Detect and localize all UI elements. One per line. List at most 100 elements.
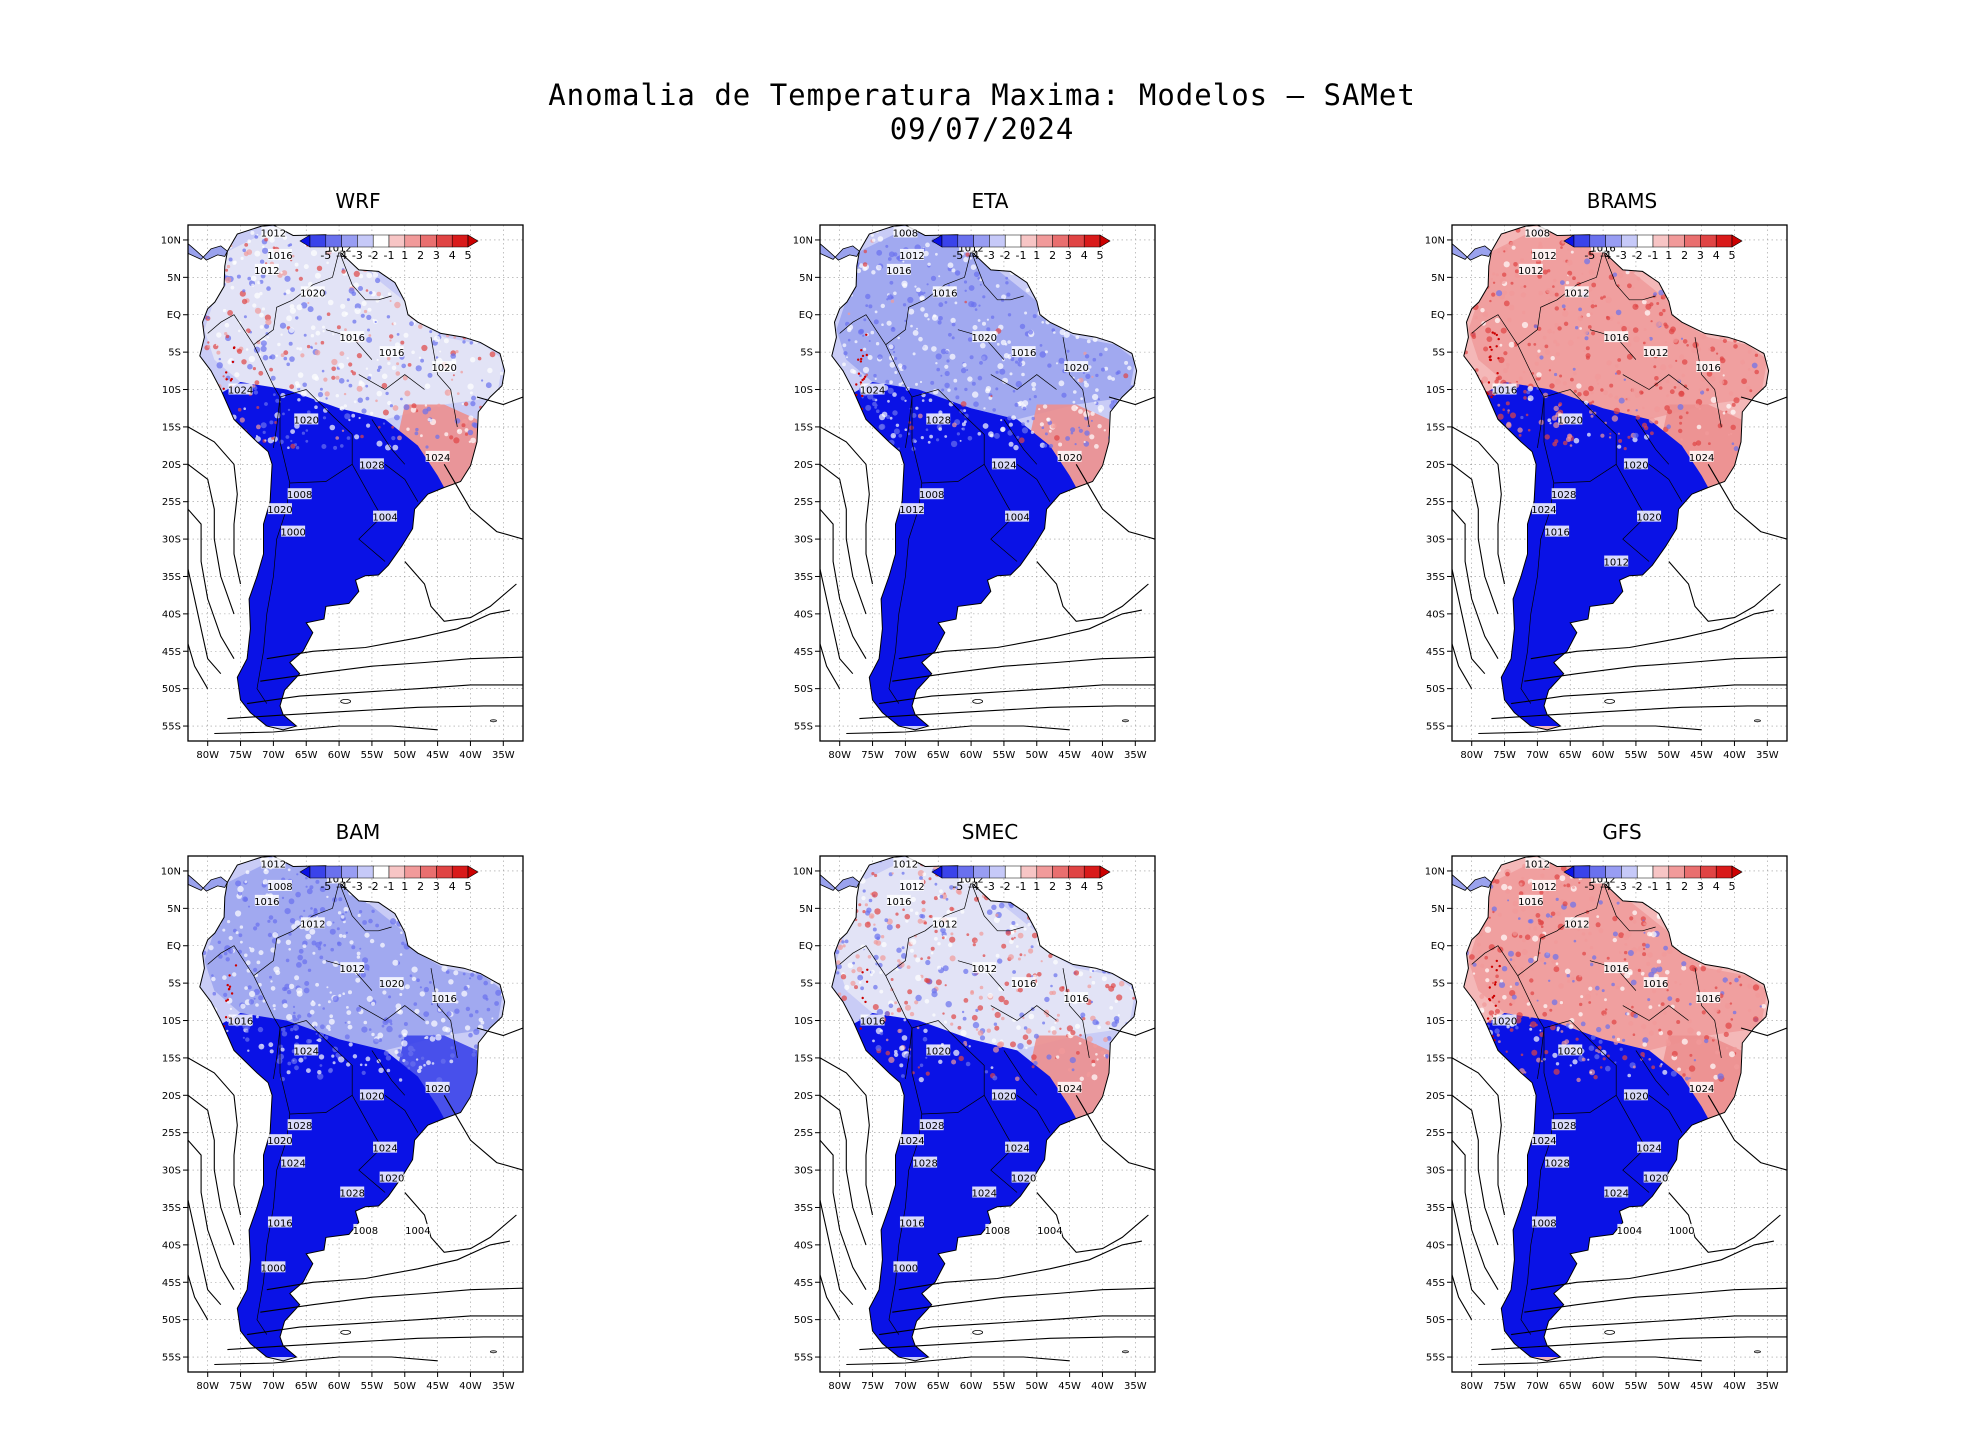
lon-tick-label: 60W xyxy=(960,750,983,761)
lat-tick-label: EQ xyxy=(167,310,181,321)
isobar-value: 1020 xyxy=(1623,1091,1648,1102)
isobar-label: 1016 xyxy=(886,263,912,277)
isobar-line xyxy=(820,1274,841,1320)
isobar-value: 1012 xyxy=(1518,266,1543,277)
colorbar-segment xyxy=(436,865,453,879)
isobar-line xyxy=(1452,1274,1473,1320)
lat-tick-label: 5S xyxy=(1432,979,1445,990)
lon-tick-label: 50W xyxy=(393,1381,416,1392)
isobar-value: 1024 xyxy=(1689,453,1714,464)
colorbar-segment xyxy=(309,865,327,879)
border-line xyxy=(253,975,386,1193)
lon-tick-label: 65W xyxy=(295,1381,318,1392)
isobar-label: 1012 xyxy=(1564,286,1590,299)
isobar-value: 1008 xyxy=(267,882,292,893)
colorbar-segment xyxy=(420,865,437,879)
colorbar-label: 1 xyxy=(1665,880,1672,893)
isobar-label: 1012 xyxy=(932,917,958,930)
colorbar-segment xyxy=(1621,865,1638,879)
south-georgia xyxy=(1122,1350,1129,1354)
colorbar-segment xyxy=(1004,234,1022,248)
south-georgia xyxy=(490,1350,497,1354)
isobar-label: 1024 xyxy=(1636,1141,1662,1155)
colorbar-label: -2 xyxy=(1632,880,1643,893)
isobar-label: 1020 xyxy=(1558,413,1583,426)
isobar-value: 1020 xyxy=(1011,1174,1036,1185)
lon-tick-label: 55W xyxy=(993,750,1016,761)
panel-eta: ETA 1008 1012 1012 1016 1016 1020 1016 1020 1024 1… xyxy=(780,189,1200,795)
south-georgia xyxy=(1122,719,1129,723)
isobar-value: 1016 xyxy=(1695,994,1720,1005)
lat-tick-label: 15S xyxy=(162,422,181,433)
isobar-label: 1004 xyxy=(1037,1223,1063,1237)
isobar-label: 1016 xyxy=(1603,962,1629,975)
isobar-label: 1020 xyxy=(379,1171,404,1185)
border-line xyxy=(888,482,923,704)
isobar-value: 1004 xyxy=(372,513,397,524)
isobar-label: 1028 xyxy=(926,413,951,426)
lon-tick-label: 80W xyxy=(828,1381,851,1392)
isobar-value: 1012 xyxy=(339,964,364,975)
isobar-value: 1008 xyxy=(353,1226,378,1237)
border-line xyxy=(1543,1028,1617,1115)
isobar-line xyxy=(1707,464,1787,540)
isobar-line xyxy=(266,1240,511,1291)
lon-tick-label: 55W xyxy=(1625,750,1648,761)
lat-tick-label: 55S xyxy=(1426,1353,1445,1364)
isobar-label: 1000 xyxy=(893,1261,918,1274)
colorbar-segment xyxy=(989,865,1006,879)
lat-tick-label: 5S xyxy=(800,979,813,990)
lat-tick-label: 15S xyxy=(1426,422,1445,433)
isobar-value: 1000 xyxy=(280,528,305,539)
figure-title: Anomalia de Temperatura Maxima: Modelos … xyxy=(0,78,1964,146)
lat-tick-label: 10N xyxy=(793,866,813,877)
border-line xyxy=(885,251,972,345)
colorbar-segment xyxy=(973,865,990,879)
isobar-label: 1016 xyxy=(1695,361,1721,374)
border-line xyxy=(1062,337,1090,427)
isobar-label: 1020 xyxy=(379,977,404,990)
lat-tick-label: 10N xyxy=(793,235,813,246)
isobar-label: 1020 xyxy=(1623,458,1649,471)
isobar-line xyxy=(1075,464,1155,540)
border-line xyxy=(430,337,458,427)
colorbar-label: 2 xyxy=(417,880,424,893)
isobar-line xyxy=(820,426,874,585)
isobar-value: 1008 xyxy=(1531,1218,1556,1229)
isobar-value: 1024 xyxy=(1603,1189,1628,1200)
isobar-line xyxy=(1075,1095,1155,1171)
lat-tick-label: 35S xyxy=(1426,1203,1445,1214)
border-line xyxy=(1602,882,1656,932)
panel-title: BRAMS xyxy=(1586,189,1658,213)
isobar-value: 1016 xyxy=(1590,243,1615,254)
lon-tick-label: 40W xyxy=(1723,750,1746,761)
border-line xyxy=(253,251,340,345)
isobar-line xyxy=(1108,396,1155,406)
isobar-value: 1012 xyxy=(1531,251,1556,262)
colorbar-segment xyxy=(1605,865,1622,879)
isobar-label: 1012 xyxy=(899,503,925,516)
lat-tick-label: 45S xyxy=(1426,1278,1445,1289)
lat-tick-label: 5N xyxy=(167,273,181,284)
lon-tick-label: 70W xyxy=(894,750,917,761)
axis-ticks: 10N 5N EQ 5S 10S 15S 20S 25S 30S 35S 40S 45S 50S 55S 8… xyxy=(793,866,1147,1392)
lat-tick-label: 30S xyxy=(794,1166,813,1177)
isobar-line xyxy=(892,1287,1155,1313)
border-line xyxy=(1517,882,1604,976)
colorbar-segment xyxy=(404,234,421,248)
border-line xyxy=(1471,314,1518,345)
isobar-value: 1028 xyxy=(919,1121,944,1132)
isobar-value: 1024 xyxy=(1636,1144,1661,1155)
isobar-value: 1024 xyxy=(971,1189,996,1200)
lat-tick-label: 5N xyxy=(1431,904,1445,915)
colorbar-segment xyxy=(1700,234,1717,248)
figure-date: 09/07/2024 xyxy=(889,112,1075,146)
lat-tick-label: 50S xyxy=(1426,684,1445,695)
colorbar-label: 4 xyxy=(1081,249,1088,262)
lat-tick-label: 55S xyxy=(794,1353,813,1364)
isobar-value: 1012 xyxy=(261,859,286,870)
colorbar-label: -1 xyxy=(1016,880,1027,893)
border-line xyxy=(1003,1050,1038,1096)
lon-tick-label: 75W xyxy=(229,750,252,761)
lat-tick-label: 10S xyxy=(162,385,181,396)
